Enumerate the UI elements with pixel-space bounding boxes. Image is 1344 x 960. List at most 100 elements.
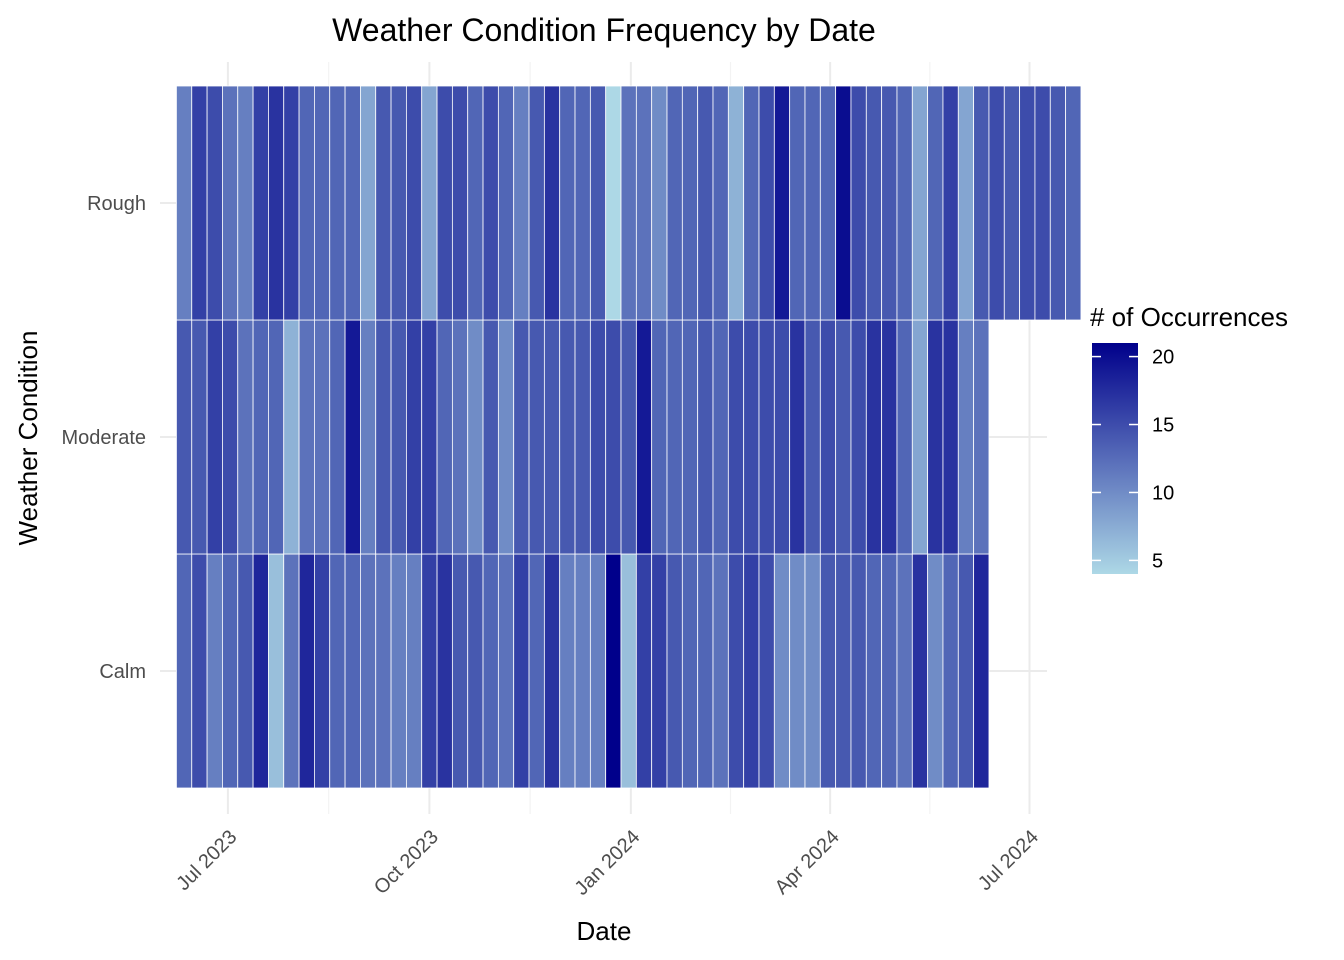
heatmap-tile	[743, 319, 760, 555]
heatmap-tile	[727, 85, 745, 321]
heatmap-tile	[942, 319, 959, 555]
heatmap-tile	[605, 553, 622, 789]
heatmap-tile	[865, 319, 883, 555]
heatmap-tile	[405, 319, 423, 555]
heatmap-tile	[513, 319, 530, 555]
legend-tick-label: 5	[1152, 550, 1163, 572]
heatmap-tile	[850, 319, 867, 555]
heatmap-tile	[574, 85, 591, 321]
heatmap-tile	[957, 319, 975, 555]
heatmap-tile	[988, 85, 1005, 321]
legend-tick-label: 20	[1152, 347, 1174, 369]
x-axis-ticks: Jul 2023 Oct 2023 Jan 2024 Apr 2024 Jul 2024	[172, 826, 1043, 900]
heatmap-tile	[528, 85, 545, 321]
heatmap-tile	[390, 85, 407, 321]
heatmap-tile	[543, 85, 561, 321]
heatmap-tile	[451, 553, 469, 789]
legend-tick-label: 10	[1152, 482, 1174, 504]
heatmap-tile	[927, 319, 944, 555]
x-tick-label: Jan 2024	[571, 826, 645, 900]
heatmap-tile	[651, 85, 668, 321]
heatmap-tile	[773, 319, 791, 555]
heatmap-tile	[405, 85, 423, 321]
heatmap-tile	[789, 319, 806, 555]
heatmap-tile	[421, 553, 438, 789]
heatmap-tile	[191, 85, 208, 321]
x-tick-label: Oct 2023	[370, 826, 443, 899]
heatmap-tile	[743, 85, 760, 321]
heatmap-tile	[942, 85, 959, 321]
heatmap-tile	[804, 85, 821, 321]
heatmap-tile	[313, 553, 331, 789]
heatmap-tile	[712, 85, 729, 321]
legend-title: # of Occurrences	[1090, 302, 1288, 332]
heatmap-tile	[651, 319, 668, 555]
heatmap-tile	[176, 85, 193, 321]
heatmap-tile	[344, 85, 361, 321]
heatmap-tile	[191, 553, 208, 789]
heatmap-tile	[559, 85, 576, 321]
heatmap-tile	[559, 319, 576, 555]
heatmap-tile	[237, 85, 254, 321]
y-tick-label: Rough	[87, 193, 146, 215]
heatmap-tile	[881, 319, 898, 555]
x-tick-label: Jul 2024	[974, 826, 1043, 895]
x-tick-label: Jul 2023	[172, 826, 241, 895]
heatmap-tile	[574, 553, 591, 789]
heatmap-tile	[743, 553, 760, 789]
heatmap-tile	[835, 85, 852, 321]
heatmap-tile	[252, 553, 269, 789]
heatmap-tile	[390, 319, 407, 555]
heatmap-tile	[559, 553, 576, 789]
heatmap-tile	[298, 553, 315, 789]
heatmap-tile	[298, 319, 315, 555]
heatmap-tile	[176, 319, 193, 555]
heatmap-tile	[482, 85, 499, 321]
chart-title: Weather Condition Frequency by Date	[332, 12, 876, 48]
heatmap-tile	[789, 553, 806, 789]
legend-ticks: 5 10 15 20	[1092, 347, 1174, 572]
heatmap-tile	[283, 85, 300, 321]
heatmap-tile	[620, 85, 637, 321]
heatmap-tile	[359, 553, 377, 789]
y-tick-label: Calm	[99, 661, 146, 683]
heatmap-tile	[375, 319, 392, 555]
heatmap-tile	[620, 553, 637, 789]
heatmap-tile	[957, 85, 975, 321]
heatmap-tile	[927, 553, 944, 789]
heatmap-tiles	[176, 85, 1082, 789]
heatmap-tile	[574, 319, 591, 555]
heatmap-tile	[543, 319, 561, 555]
heatmap-tile	[513, 553, 530, 789]
heatmap-tile	[252, 85, 269, 321]
heatmap-tile	[283, 553, 300, 789]
heatmap-tile	[359, 319, 377, 555]
heatmap-tile	[697, 553, 714, 789]
y-axis-ticks: Calm Moderate Rough	[62, 193, 147, 683]
heatmap-tile	[206, 85, 223, 321]
heatmap-tile	[773, 85, 791, 321]
heatmap-tile	[789, 85, 806, 321]
heatmap-tile	[635, 319, 653, 555]
heatmap-tile	[896, 319, 913, 555]
heatmap-tile	[835, 553, 852, 789]
heatmap-tile	[896, 85, 913, 321]
heatmap-tile	[405, 553, 423, 789]
heatmap-tile	[467, 553, 484, 789]
heatmap-tile	[497, 319, 515, 555]
heatmap-tile	[222, 319, 239, 555]
heatmap-tile	[252, 319, 269, 555]
heatmap-tile	[497, 85, 515, 321]
heatmap-tile	[835, 319, 852, 555]
y-axis-title: Weather Condition	[13, 331, 43, 546]
heatmap-tile	[773, 553, 791, 789]
heatmap-tile	[482, 553, 499, 789]
heatmap-tile	[482, 319, 499, 555]
heatmap-tile	[758, 553, 775, 789]
heatmap-tile	[850, 85, 867, 321]
heatmap-tile	[436, 319, 453, 555]
heatmap-tile	[942, 553, 959, 789]
heatmap-tile	[666, 553, 683, 789]
heatmap-tile	[927, 85, 944, 321]
